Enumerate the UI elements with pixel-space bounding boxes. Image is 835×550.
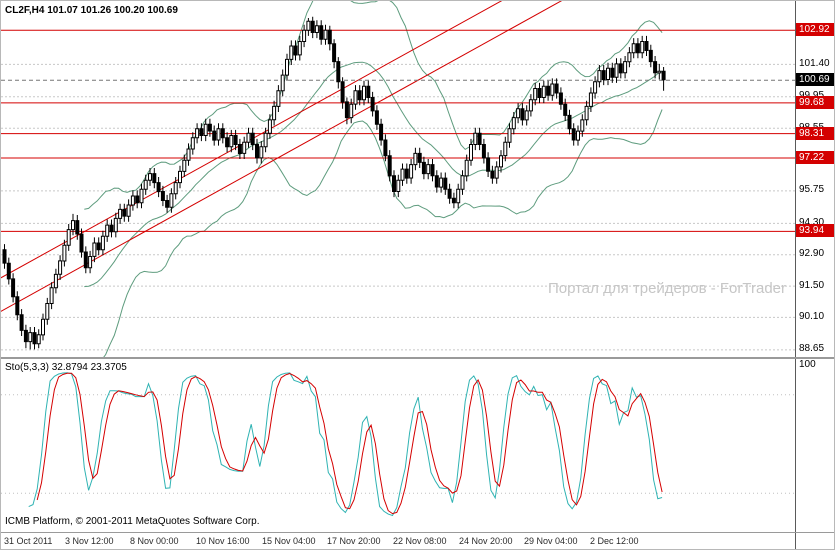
watermark: Портал для трейдеров - ForTrader bbox=[547, 280, 786, 297]
price-axis-label: 92.90 bbox=[799, 248, 825, 259]
price-level-badge: 102.92 bbox=[796, 23, 834, 36]
price-axis[interactable]: 100 101.4099.9598.5595.7594.3092.9091.50… bbox=[795, 1, 834, 549]
price-axis-label: 95.75 bbox=[799, 184, 825, 195]
stochastic-level-lines bbox=[1, 394, 796, 494]
copyright-label: ICMB Platform, © 2001-2011 MetaQuotes So… bbox=[5, 516, 260, 527]
bull-candles bbox=[28, 20, 662, 345]
symbol-ohlc-label: CL2F,H4 101.07 101.26 100.20 100.69 bbox=[5, 5, 178, 16]
bear-candles bbox=[2, 20, 666, 345]
price-axis-label: 94.30 bbox=[799, 217, 825, 228]
price-axis-label: 91.50 bbox=[799, 280, 825, 291]
candle-wicks bbox=[4, 16, 665, 350]
bollinger-bands bbox=[84, 1, 663, 358]
price-level-badge: 99.68 bbox=[796, 96, 834, 109]
price-axis-label: 101.40 bbox=[799, 58, 830, 69]
stochastic-main-line bbox=[28, 372, 663, 517]
time-axis-label: 8 Nov 00:00 bbox=[130, 536, 179, 546]
time-axis-label: 31 Oct 2011 bbox=[4, 536, 53, 546]
stochastic-scale-label: 100 bbox=[799, 359, 816, 370]
price-axis-label: 88.65 bbox=[799, 343, 825, 354]
time-axis-separator bbox=[1, 532, 834, 533]
time-axis-label: 29 Nov 04:00 bbox=[524, 536, 578, 546]
price-axis-label: 99.95 bbox=[799, 90, 824, 102]
price-level-badge: 93.94 bbox=[796, 224, 834, 237]
time-axis-label: 15 Nov 04:00 bbox=[262, 536, 316, 546]
current-price-badge: 100.69 bbox=[796, 73, 834, 86]
main-chart-canvas[interactable] bbox=[1, 1, 796, 358]
price-level-badge: 97.22 bbox=[796, 151, 834, 164]
main-sub-separator[interactable] bbox=[1, 357, 834, 359]
stochastic-signal-line bbox=[36, 372, 663, 515]
time-axis-label: 10 Nov 16:00 bbox=[196, 536, 250, 546]
time-axis-label: 24 Nov 20:00 bbox=[459, 536, 513, 546]
stochastic-label: Sto(5,3,3) 32.8794 23.3705 bbox=[5, 362, 127, 373]
price-axis-label: 90.10 bbox=[799, 311, 825, 322]
time-axis-label: 2 Dec 12:00 bbox=[590, 536, 639, 546]
horizontal-level-lines[interactable] bbox=[1, 29, 796, 232]
time-axis-label: 22 Nov 08:00 bbox=[393, 536, 447, 546]
time-axis[interactable]: 31 Oct 2011 3 Nov 12:00 8 Nov 00:00 10 Nov … bbox=[1, 533, 797, 549]
price-level-badge: 98.31 bbox=[796, 127, 834, 140]
time-axis-label: 17 Nov 20:00 bbox=[327, 536, 381, 546]
time-axis-label: 3 Nov 12:00 bbox=[65, 536, 114, 546]
stochastic-canvas[interactable] bbox=[1, 360, 796, 530]
